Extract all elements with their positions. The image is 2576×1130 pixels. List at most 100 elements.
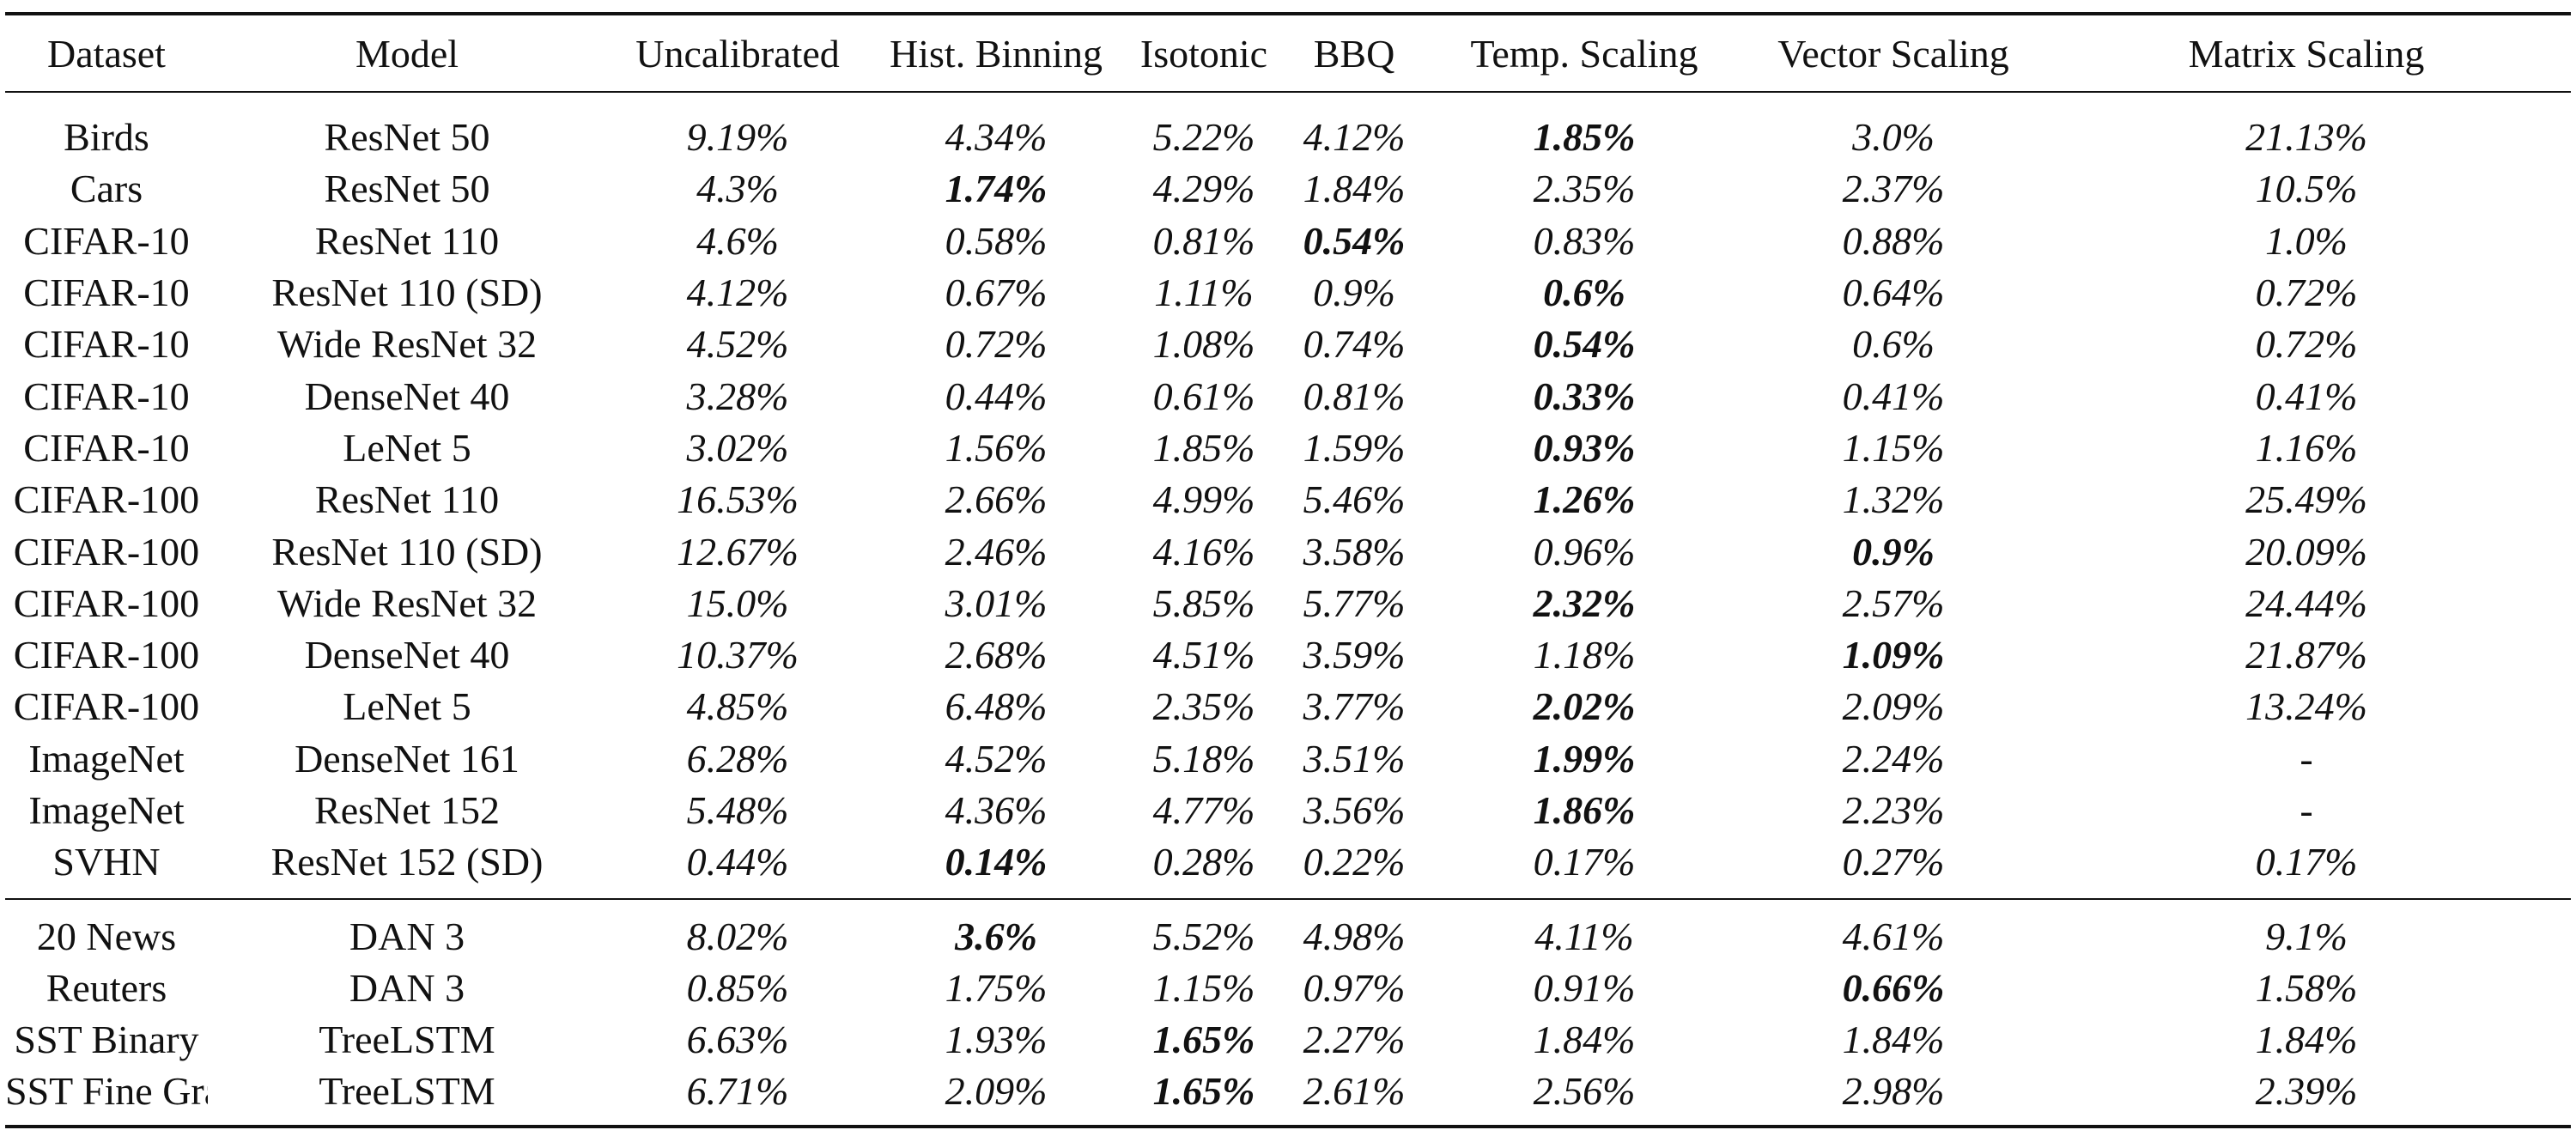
- value-cell: 0.64%: [1842, 270, 1945, 315]
- value-cell: 0.97%: [1303, 965, 1406, 1010]
- results-table-container: Dataset Model Uncalibrated Hist. Binning Iso…: [5, 12, 2571, 1128]
- value-cell: 1.0%: [2265, 218, 2348, 263]
- dataset-cell: CIFAR-100: [13, 580, 200, 625]
- value-cell: 3.0%: [1852, 115, 1935, 160]
- table-row: 20 News DAN 3 8.02% 3.6% 5.52% 4.98% 4.11% 4.61…: [5, 899, 2571, 962]
- value-cell: 2.98%: [1842, 1069, 1945, 1114]
- value-cell: 4.51%: [1152, 633, 1255, 677]
- value-cell: 3.77%: [1303, 684, 1406, 729]
- value-cell: 1.84%: [2255, 1018, 2358, 1062]
- table-row: CIFAR-10 Wide ResNet 32 4.52% 0.72% 1.08% 0.7…: [5, 319, 2571, 370]
- value-cell: 5.48%: [686, 788, 789, 832]
- value-cell: 6.63%: [686, 1018, 789, 1062]
- value-cell: 0.6%: [1852, 322, 1935, 367]
- dataset-cell: ImageNet: [28, 736, 185, 781]
- table-row: CIFAR-100 ResNet 110 16.53% 2.66% 4.99% 5.46%…: [5, 474, 2571, 526]
- value-cell: 4.85%: [686, 684, 789, 729]
- dataset-cell: Birds: [64, 115, 149, 160]
- dataset-cell: Cars: [70, 167, 143, 211]
- best-value-cell: 1.99%: [1533, 736, 1636, 781]
- text-datasets-group: 20 News DAN 3 8.02% 3.6% 5.52% 4.98% 4.11% 4.61…: [5, 899, 2571, 1127]
- model-cell: Wide ResNet 32: [276, 322, 538, 367]
- dataset-cell: CIFAR-100: [13, 529, 200, 574]
- calibration-error-table: Dataset Model Uncalibrated Hist. Binning Iso…: [5, 12, 2571, 1128]
- model-cell: ResNet 50: [324, 115, 490, 160]
- table-row: CIFAR-10 ResNet 110 (SD) 4.12% 0.67% 1.11% 0.…: [5, 267, 2571, 319]
- table-row: Cars ResNet 50 4.3% 1.74% 4.29% 1.84% 2.35% 2.3…: [5, 163, 2571, 215]
- value-cell: 0.91%: [1533, 965, 1636, 1010]
- best-value-cell: 0.6%: [1543, 270, 1625, 315]
- model-cell: ResNet 152 (SD): [270, 840, 544, 884]
- value-cell: 1.59%: [1303, 425, 1406, 470]
- model-cell: LeNet 5: [343, 684, 471, 729]
- value-cell: 6.48%: [945, 684, 1048, 729]
- value-cell: 5.52%: [1152, 914, 1255, 958]
- dataset-cell: ImageNet: [28, 788, 185, 832]
- value-cell: 25.49%: [2245, 477, 2367, 522]
- best-value-cell: 0.33%: [1533, 374, 1636, 418]
- value-cell: 0.88%: [1842, 218, 1945, 263]
- model-cell: ResNet 152: [314, 788, 500, 832]
- table-row: Reuters DAN 3 0.85% 1.75% 1.15% 0.97% 0.91% 0.6…: [5, 963, 2571, 1014]
- value-cell: 1.58%: [2255, 965, 2358, 1010]
- value-cell: 0.41%: [2255, 374, 2358, 418]
- best-value-cell: 1.86%: [1533, 788, 1636, 832]
- table-row: ImageNet DenseNet 161 6.28% 4.52% 5.18% 3.51%…: [5, 733, 2571, 785]
- value-cell: 0.96%: [1533, 529, 1636, 574]
- value-cell: 2.37%: [1842, 167, 1945, 211]
- model-cell: ResNet 110 (SD): [271, 270, 543, 315]
- value-cell: 4.77%: [1152, 788, 1255, 832]
- value-cell: 4.16%: [1152, 529, 1255, 574]
- best-value-cell: 1.65%: [1152, 1069, 1255, 1114]
- value-cell: 0.72%: [945, 322, 1048, 367]
- value-cell: 3.58%: [1303, 529, 1406, 574]
- value-cell: 1.84%: [1303, 167, 1406, 211]
- value-cell: 0.74%: [1303, 322, 1406, 367]
- dataset-cell: Reuters: [46, 965, 167, 1010]
- dataset-cell: 20 News: [36, 914, 177, 958]
- table-header: Dataset Model Uncalibrated Hist. Binning Iso…: [5, 14, 2571, 92]
- table-row: SVHN ResNet 152 (SD) 0.44% 0.14% 0.28% 0.22% 0…: [5, 836, 2571, 899]
- column-header-hist-binning: Hist. Binning: [890, 31, 1103, 76]
- value-cell: 0.9%: [1313, 270, 1395, 315]
- best-value-cell: 1.74%: [945, 167, 1048, 211]
- table-row: CIFAR-100 Wide ResNet 32 15.0% 3.01% 5.85% 5.…: [5, 578, 2571, 629]
- value-cell: 16.53%: [677, 477, 799, 522]
- value-cell: 1.56%: [945, 425, 1048, 470]
- dataset-cell: SST Binary: [14, 1018, 199, 1062]
- value-cell: 2.57%: [1842, 580, 1945, 625]
- value-cell: 2.09%: [945, 1069, 1048, 1114]
- value-cell: 4.29%: [1152, 167, 1255, 211]
- model-cell: TreeLSTM: [319, 1069, 495, 1114]
- value-cell: 2.35%: [1152, 684, 1255, 729]
- value-cell: 0.27%: [1842, 840, 1945, 884]
- value-cell: 0.28%: [1152, 840, 1255, 884]
- value-cell: 3.02%: [686, 425, 789, 470]
- value-cell: 2.46%: [945, 529, 1048, 574]
- model-cell: ResNet 110 (SD): [271, 529, 543, 574]
- value-cell: 6.71%: [686, 1069, 789, 1114]
- table-row: CIFAR-10 ResNet 110 4.6% 0.58% 0.81% 0.54% 0.8…: [5, 216, 2571, 267]
- value-cell: 21.13%: [2245, 115, 2367, 160]
- table-row: CIFAR-100 DenseNet 40 10.37% 2.68% 4.51% 3.59…: [5, 629, 2571, 681]
- dataset-cell: CIFAR-100: [13, 684, 200, 729]
- dataset-cell: CIFAR-100: [13, 477, 200, 522]
- best-value-cell: 0.54%: [1533, 322, 1636, 367]
- model-cell: TreeLSTM: [319, 1018, 495, 1062]
- value-cell: 2.68%: [945, 633, 1048, 677]
- dataset-cell: CIFAR-10: [23, 425, 190, 470]
- table-row: CIFAR-100 LeNet 5 4.85% 6.48% 2.35% 3.77% 2.02…: [5, 681, 2571, 732]
- dataset-cell: SVHN: [52, 840, 161, 884]
- value-cell: 6.28%: [686, 736, 789, 781]
- column-header-bbq: BBQ: [1313, 31, 1395, 76]
- value-cell: 0.44%: [945, 374, 1048, 418]
- value-cell: 0.83%: [1533, 218, 1636, 263]
- model-cell: DAN 3: [349, 965, 465, 1010]
- value-cell: 4.12%: [1303, 115, 1406, 160]
- value-cell: 4.6%: [696, 218, 779, 263]
- value-cell: 4.36%: [945, 788, 1048, 832]
- value-cell: 1.18%: [1533, 633, 1636, 677]
- column-header-uncalibrated: Uncalibrated: [635, 31, 840, 76]
- best-value-cell: 1.09%: [1842, 633, 1945, 677]
- dataset-cell: CIFAR-10: [23, 218, 190, 263]
